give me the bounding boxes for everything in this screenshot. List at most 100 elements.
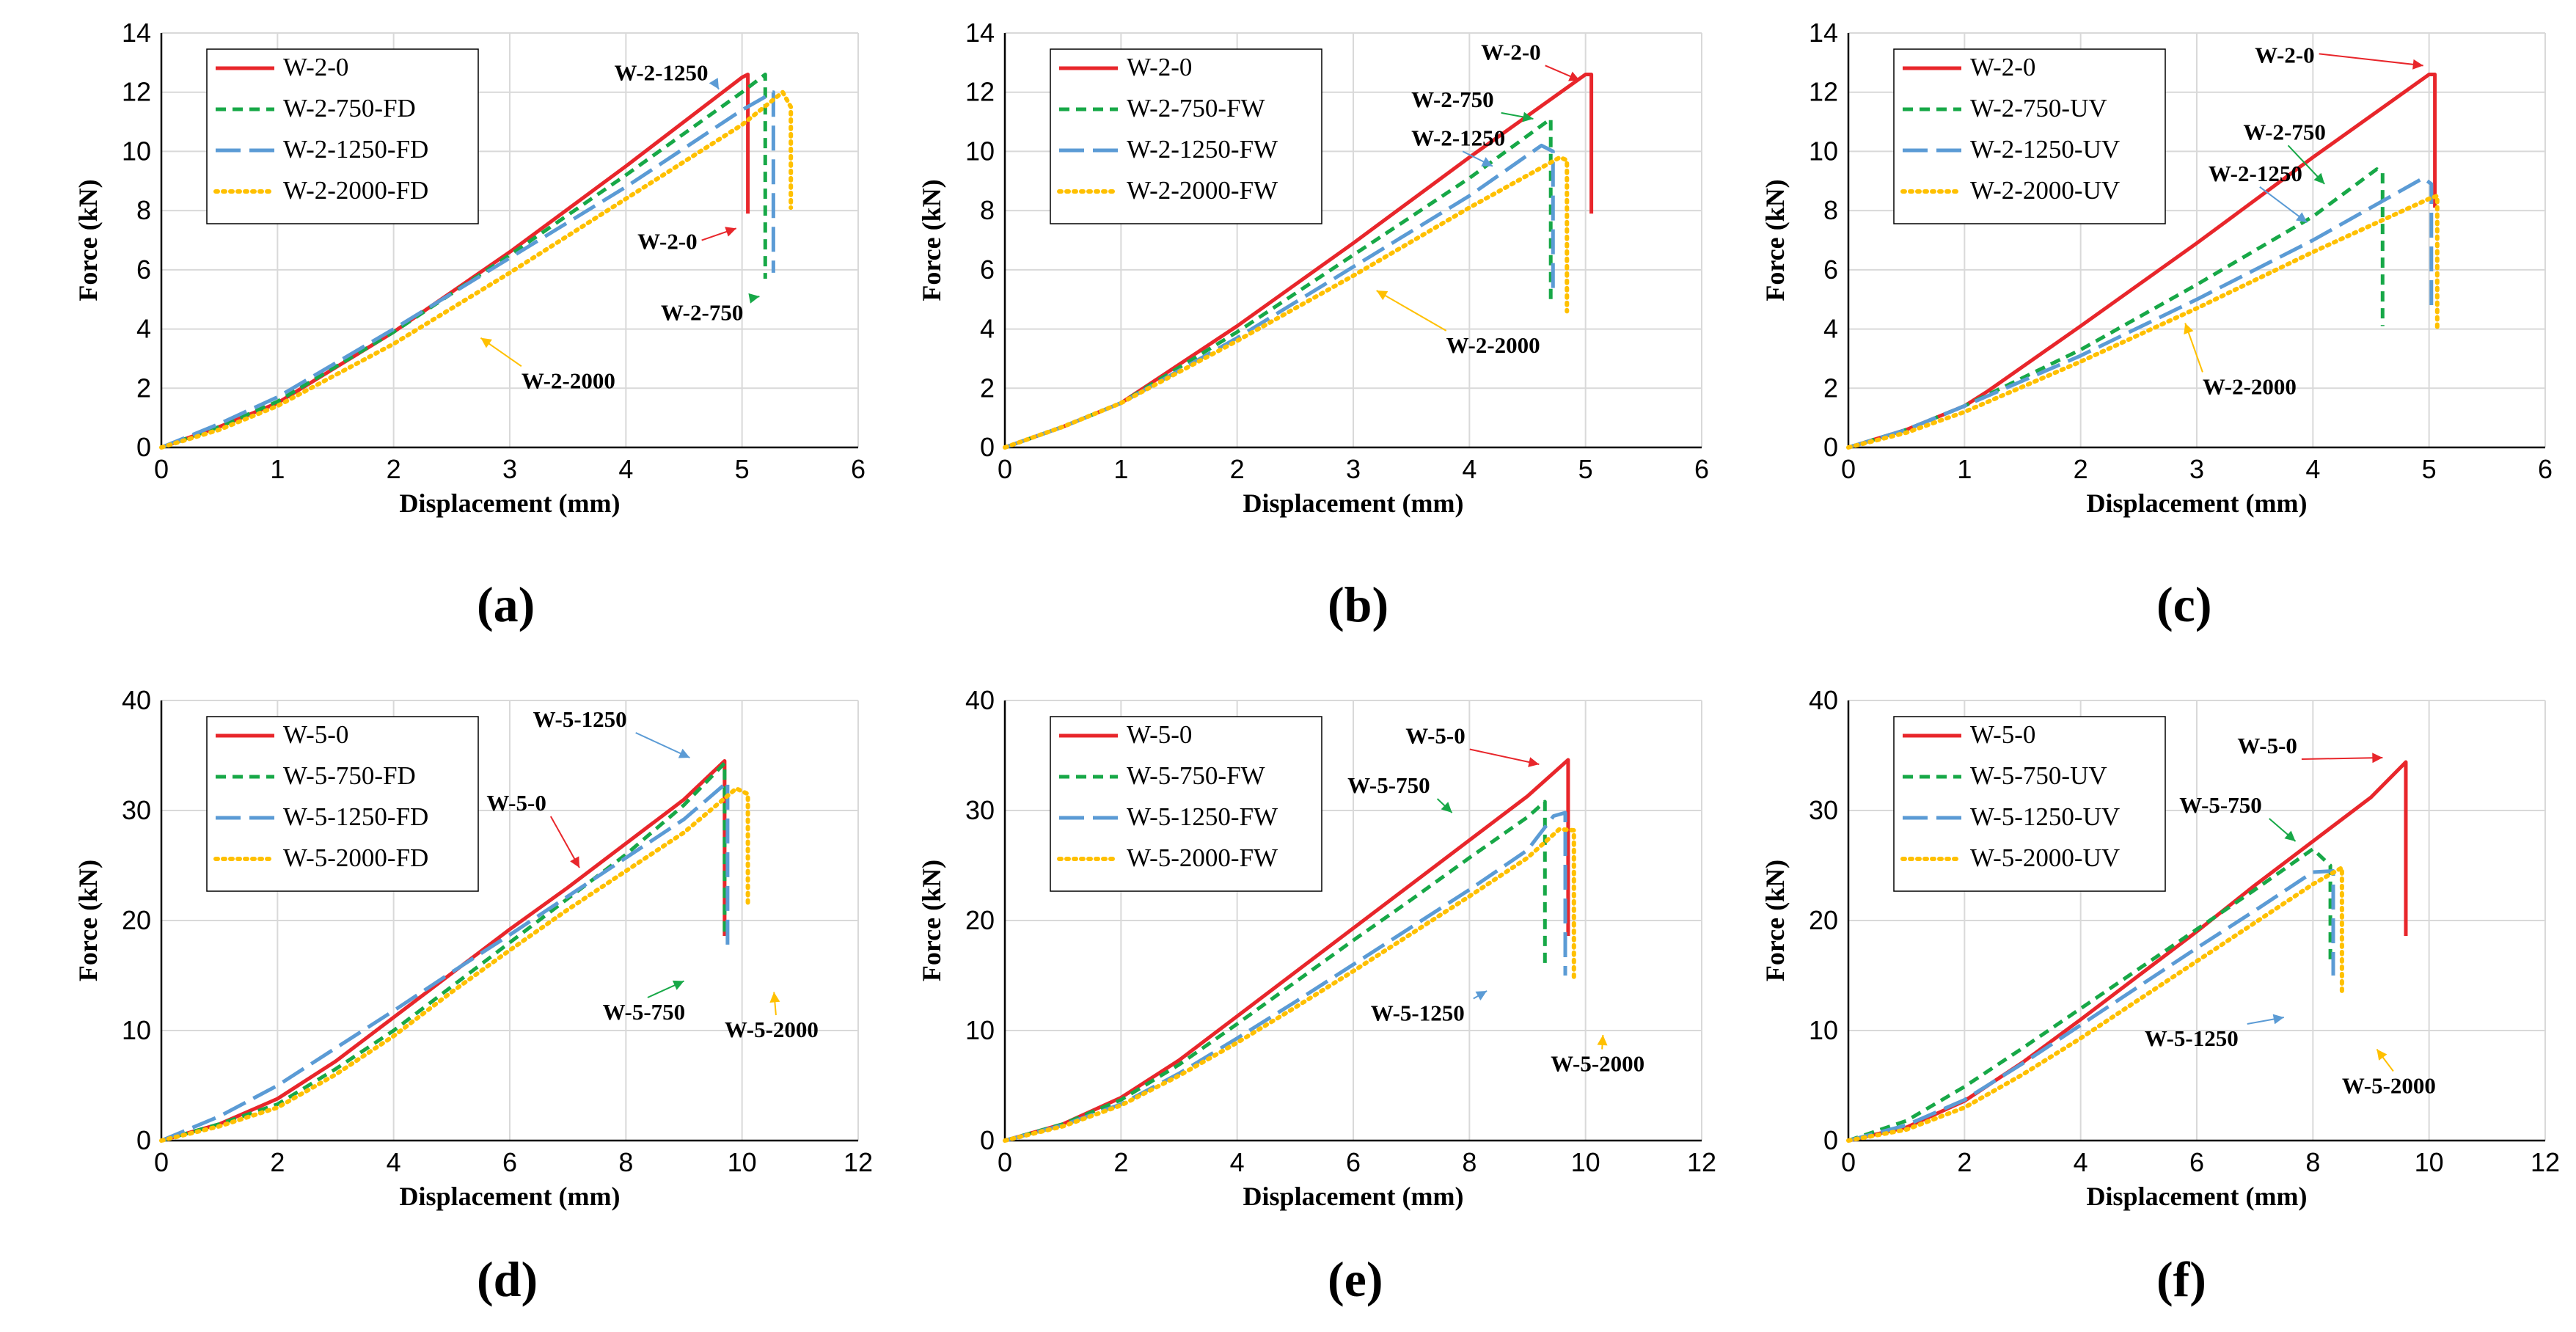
p1-legend-label-2: W-2-1250-FW xyxy=(1127,135,1278,164)
p2-y-axis-title: Force (kN) xyxy=(1760,179,1790,301)
p4-annotation-label-0: W-5-0 xyxy=(1405,723,1466,749)
p4-annotation-label-2: W-5-1250 xyxy=(1371,1000,1465,1026)
p4-annotation-arrowhead-0 xyxy=(1528,757,1540,767)
p0-y-tick-label-1: 2 xyxy=(136,373,151,403)
p0-annotation-arrowhead-2 xyxy=(748,293,760,304)
p1-x-tick-label-1: 1 xyxy=(1113,454,1128,484)
p4-series-line-2 xyxy=(1004,810,1567,1143)
p3-annotation-label-2: W-5-750 xyxy=(603,999,686,1025)
p4-x-tick-label-4: 8 xyxy=(1462,1147,1477,1177)
p4-y-axis-title: Force (kN) xyxy=(917,860,946,981)
chart-panel-d: 0 2 4 6 8 10 12 0 10 20 30 40 Displacement (mm) Force… xyxy=(44,682,880,1328)
p3-annotation-label-0: W-5-1250 xyxy=(533,706,627,732)
p0-x-tick-label-4: 4 xyxy=(618,454,633,484)
p4-annotation-arrowhead-2 xyxy=(1475,991,1488,1000)
p3-annotation-arrowhead-2 xyxy=(672,980,684,990)
p1-annotation-arrowhead-1 xyxy=(1522,111,1534,122)
p1-annotation-arrowhead-3 xyxy=(1376,290,1388,301)
p4-legend-label-1: W-5-750-FW xyxy=(1127,761,1265,790)
p5-y-tick-label-1: 10 xyxy=(1809,1015,1838,1045)
p3-annotation-label-3: W-5-2000 xyxy=(725,1017,819,1042)
p3-x-axis-title: Displacement (mm) xyxy=(400,1182,621,1211)
p3-series-line-1 xyxy=(161,761,727,1143)
p4-x-tick-label-5: 10 xyxy=(1571,1147,1600,1177)
chart-panel-e: 0 2 4 6 8 10 12 0 10 20 30 40 Displacement (mm) Force… xyxy=(888,682,1724,1328)
p5-legend-label-0: W-5-0 xyxy=(1970,720,2035,749)
p1-annotation-label-1: W-2-750 xyxy=(1411,87,1494,112)
p1-annotation-arrow-3 xyxy=(1376,290,1447,332)
p1-y-tick-label-6: 12 xyxy=(965,77,995,107)
p4-x-tick-label-3: 6 xyxy=(1346,1147,1361,1177)
p0-y-tick-label-0: 0 xyxy=(136,432,151,462)
p2-annotation-arrowhead-0 xyxy=(2412,59,2423,70)
p2-x-tick-label-1: 1 xyxy=(1957,454,1972,484)
p2-annotation-arrowhead-2 xyxy=(2296,212,2308,223)
p4-annotation-label-3: W-5-2000 xyxy=(1551,1051,1644,1077)
p2-x-tick-label-0: 0 xyxy=(1841,454,1856,484)
p4-annotation-arrowhead-3 xyxy=(1597,1035,1608,1046)
p5-x-tick-label-0: 0 xyxy=(1841,1147,1856,1177)
p2-series-line-2 xyxy=(1848,176,2434,450)
p1-y-tick-label-1: 2 xyxy=(980,373,995,403)
p2-x-tick-label-4: 4 xyxy=(2305,454,2320,484)
p1-legend-label-1: W-2-750-FW xyxy=(1127,94,1265,122)
p3-annotation-arrowhead-3 xyxy=(769,992,780,1003)
p0-annotation-arrowhead-3 xyxy=(480,337,492,348)
p5-annotation-arrowhead-0 xyxy=(2372,753,2383,764)
p1-annotation-label-0: W-2-0 xyxy=(1481,39,1541,65)
p1-y-tick-label-2: 4 xyxy=(980,314,995,344)
p3-x-tick-label-1: 2 xyxy=(270,1147,285,1177)
p4-x-tick-label-0: 0 xyxy=(998,1147,1012,1177)
p2-series-line-3 xyxy=(1846,194,2440,450)
p5-x-tick-label-6: 12 xyxy=(2531,1147,2560,1177)
p2-annotation-label-2: W-2-1250 xyxy=(2209,161,2302,186)
p5-legend-label-3: W-5-2000-UV xyxy=(1970,844,2120,872)
p5-annotation-arrowhead-3 xyxy=(2376,1049,2387,1061)
panel-label-d: (d) xyxy=(477,1251,538,1307)
p4-legend-label-2: W-5-1250-FW xyxy=(1127,802,1278,831)
p3-x-tick-label-0: 0 xyxy=(154,1147,169,1177)
p2-x-tick-label-5: 5 xyxy=(2422,454,2437,484)
p1-legend-label-0: W-2-0 xyxy=(1127,53,1192,81)
p3-y-tick-label-2: 20 xyxy=(122,905,151,935)
p4-legend-label-3: W-5-2000-FW xyxy=(1127,844,1278,872)
p4-y-tick-label-4: 40 xyxy=(965,685,995,715)
p0-annotation-arrowhead-0 xyxy=(709,78,719,89)
p5-series-line-1 xyxy=(1848,847,2332,1143)
p2-x-tick-label-2: 2 xyxy=(2074,454,2088,484)
p0-x-tick-label-3: 3 xyxy=(502,454,517,484)
chart-f-svg: 0 2 4 6 8 10 12 0 10 20 30 40 Displacement (mm) Force… xyxy=(1760,685,2560,1211)
p2-legend-label-1: W-2-750-UV xyxy=(1970,94,2107,122)
p1-x-tick-label-2: 2 xyxy=(1230,454,1245,484)
p2-y-tick-label-7: 14 xyxy=(1809,18,1838,48)
p5-annotation-label-1: W-5-750 xyxy=(2179,792,2262,818)
p3-legend-label-2: W-5-1250-FD xyxy=(283,802,428,831)
p5-legend-label-1: W-5-750-UV xyxy=(1970,761,2107,790)
p4-y-tick-label-2: 20 xyxy=(965,905,995,935)
p2-y-tick-label-4: 8 xyxy=(1823,195,1838,225)
p0-y-tick-label-4: 8 xyxy=(136,195,151,225)
p1-x-axis-title: Displacement (mm) xyxy=(1243,488,1464,518)
p2-x-axis-title: Displacement (mm) xyxy=(2087,488,2308,518)
panel-label-c: (c) xyxy=(2156,577,2212,632)
p1-y-tick-label-3: 6 xyxy=(980,255,995,285)
p2-annotation-arrow-0 xyxy=(2319,53,2423,67)
p0-annotation-label-0: W-2-1250 xyxy=(615,60,709,86)
p2-y-tick-label-6: 12 xyxy=(1809,77,1838,107)
panel-label-a: (a) xyxy=(477,577,535,632)
panel-label-e: (e) xyxy=(1328,1251,1383,1307)
p3-legend-label-1: W-5-750-FD xyxy=(283,761,416,790)
p3-annotation-arrowhead-0 xyxy=(678,748,690,758)
p2-legend-label-2: W-2-1250-UV xyxy=(1970,135,2120,164)
p2-x-tick-label-3: 3 xyxy=(2189,454,2204,484)
chart-d-svg: 0 2 4 6 8 10 12 0 10 20 30 40 Displacement (mm) Force… xyxy=(73,685,873,1211)
p5-y-tick-label-4: 40 xyxy=(1809,685,1838,715)
p4-x-tick-label-6: 12 xyxy=(1687,1147,1716,1177)
p5-annotation-arrowhead-2 xyxy=(2272,1014,2284,1025)
p3-legend-box xyxy=(206,716,479,892)
p3-y-tick-label-4: 40 xyxy=(122,685,151,715)
p0-x-tick-label-2: 2 xyxy=(387,454,401,484)
